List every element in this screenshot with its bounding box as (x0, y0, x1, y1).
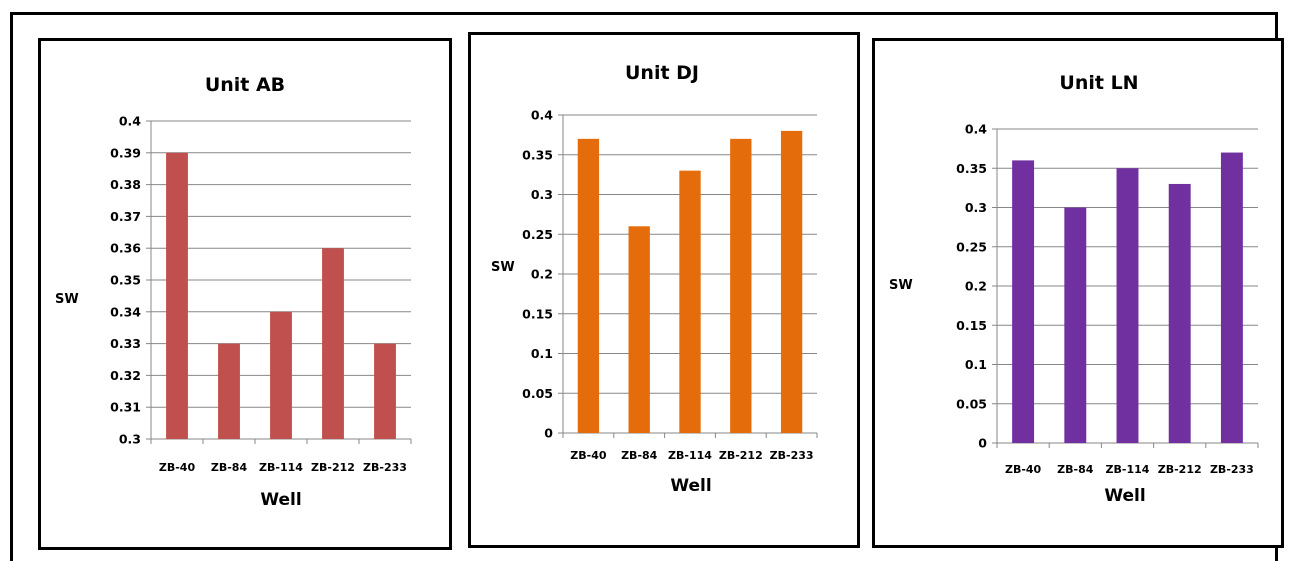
bar-zb-233 (780, 130, 803, 433)
chart-panel-unit-dj: 0 0.05 0.1 0.15 0.2 0.25 0.3 0.35 0.4 ZB-40 ZB-84 Z… (468, 32, 860, 548)
chart-title: Unit LN (1059, 72, 1138, 94)
y-tick-label: 0.4 (965, 122, 987, 137)
chart-panel-unit-ln: 0 0.05 0.1 0.15 0.2 0.25 0.3 0.35 0.4 ZB-40 ZB-84 Z… (872, 38, 1284, 548)
y-tick-label: 0.4 (531, 108, 553, 123)
y-tick-label: 0.32 (110, 368, 141, 383)
chart-title: Unit DJ (625, 62, 699, 84)
y-tick-label: 0.38 (110, 177, 141, 192)
bar-zb-84 (218, 343, 240, 439)
y-tick-label: 0.33 (110, 336, 141, 351)
y-tick-label: 0.36 (110, 241, 141, 256)
chart-title: Unit AB (205, 74, 285, 96)
y-tick-label: 0.35 (522, 147, 553, 162)
bar-zb-84 (628, 226, 650, 433)
bar-zb-212 (322, 248, 344, 439)
x-axis-title: Well (670, 476, 711, 496)
x-tick-label: ZB-212 (1158, 463, 1202, 476)
y-tick-label: 0.4 (119, 114, 141, 129)
y-tick-label: 0.15 (956, 318, 987, 333)
x-axis-title: Well (1104, 486, 1145, 506)
bar-zb-233 (1220, 152, 1243, 444)
bar-zb-40 (577, 138, 600, 433)
y-tick-label: 0.2 (965, 279, 987, 294)
x-tick-label: ZB-114 (668, 449, 712, 462)
y-tick-label: 0.3 (965, 200, 987, 215)
bar-zb-114 (1116, 168, 1139, 443)
y-tick-label: 0 (978, 436, 987, 451)
y-tick-label: 0.05 (522, 386, 553, 401)
chart-unit-ln: 0 0.05 0.1 0.15 0.2 0.25 0.3 0.35 0.4 ZB-40 ZB-84 Z… (889, 72, 1259, 506)
chart-panel-unit-ab: 0.3 0.31 0.32 0.33 0.34 0.35 0.36 0.37 0.38 0.39 0… (38, 38, 452, 550)
bar-zb-212 (1168, 183, 1191, 443)
bar-zb-212 (730, 138, 752, 433)
y-tick-label: 0.05 (956, 396, 987, 411)
x-tick-label: ZB-233 (363, 461, 407, 474)
y-tick-label: 0.1 (965, 357, 987, 372)
bar-zb-84 (1064, 207, 1087, 443)
chart-unit-ab: 0.3 0.31 0.32 0.33 0.34 0.35 0.36 0.37 0.38 0.39 0… (55, 74, 412, 510)
x-tick-label: ZB-212 (311, 461, 355, 474)
y-tick-label: 0.25 (956, 239, 987, 254)
chart-unit-dj: 0 0.05 0.1 0.15 0.2 0.25 0.3 0.35 0.4 ZB-40 ZB-84 Z… (491, 62, 818, 496)
y-axis-title: SW (889, 278, 913, 293)
y-tick-label: 0.3 (119, 432, 141, 447)
x-tick-label: ZB-84 (211, 461, 248, 474)
x-tick-label: ZB-84 (1057, 463, 1094, 476)
bar-zb-233 (374, 343, 396, 439)
bar-zb-40 (1012, 160, 1035, 443)
y-tick-label: 0.35 (110, 273, 141, 288)
y-axis-title: SW (55, 292, 79, 307)
y-tick-label: 0.35 (956, 161, 987, 176)
x-tick-label: ZB-233 (770, 449, 814, 462)
x-tick-label: ZB-84 (621, 449, 658, 462)
bar-zb-114 (679, 170, 701, 433)
bar-zb-40 (166, 152, 188, 440)
x-tick-label: ZB-212 (719, 449, 763, 462)
x-axis-title: Well (260, 490, 301, 510)
y-tick-label: 0.3 (531, 187, 553, 202)
y-tick-label: 0.34 (110, 304, 141, 319)
bar-zb-114 (270, 311, 292, 439)
y-tick-label: 0.37 (110, 209, 141, 224)
y-tick-label: 0.1 (531, 346, 553, 361)
x-tick-label: ZB-40 (1005, 463, 1042, 476)
x-tick-label: ZB-40 (570, 449, 607, 462)
y-axis-title: SW (491, 260, 515, 275)
x-tick-label: ZB-114 (259, 461, 303, 474)
x-tick-label: ZB-40 (159, 461, 196, 474)
x-tick-label: ZB-114 (1106, 463, 1150, 476)
y-tick-label: 0.2 (531, 267, 553, 282)
y-tick-label: 0.39 (110, 145, 141, 160)
y-tick-label: 0 (544, 426, 553, 441)
y-tick-label: 0.31 (110, 400, 141, 415)
x-tick-label: ZB-233 (1210, 463, 1254, 476)
y-tick-label: 0.25 (522, 227, 553, 242)
y-tick-label: 0.15 (522, 306, 553, 321)
